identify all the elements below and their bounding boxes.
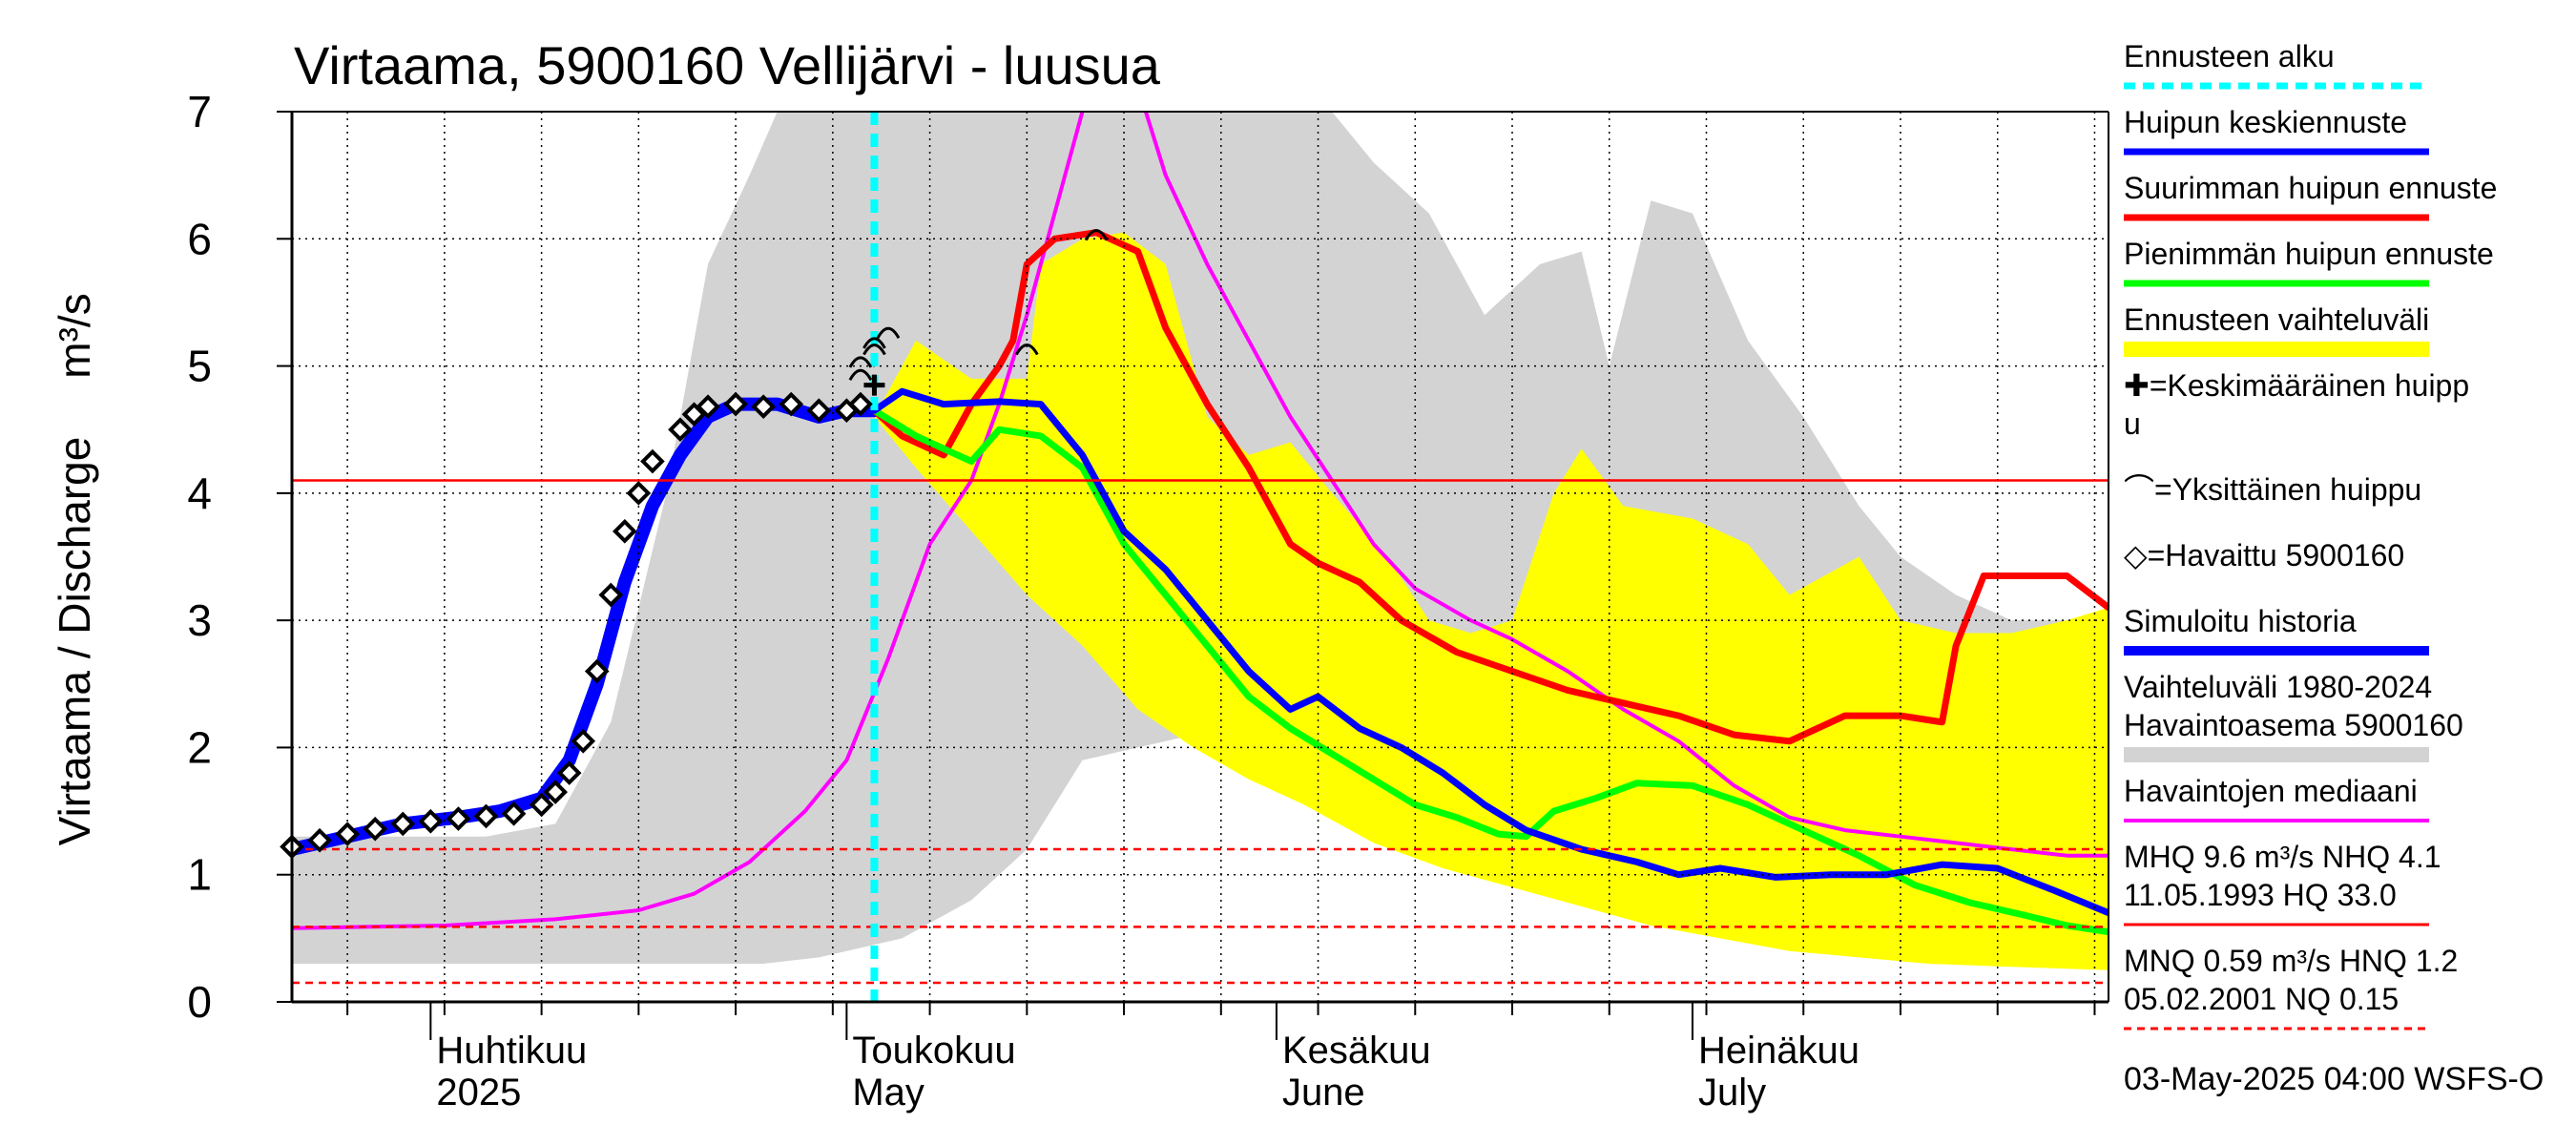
markers xyxy=(280,112,1109,1006)
y-tick-label: 6 xyxy=(187,214,212,263)
individual-peak-marker xyxy=(1084,229,1109,241)
series-huipun-keskiennuste xyxy=(870,387,2109,917)
observed-point xyxy=(640,448,665,474)
series-pienimmän-huipun-ennuste xyxy=(870,406,2109,936)
individual-peak-marker xyxy=(862,344,886,356)
y-tick-label: 3 xyxy=(187,595,212,645)
legend-label: 05.02.2001 NQ 0.15 xyxy=(2124,982,2399,1016)
legend: Ennusteen alku Huipun keskiennuste Suurimm… xyxy=(2124,39,2497,1030)
x-month-sublabel: May xyxy=(852,1072,924,1114)
observed-point xyxy=(363,816,388,842)
reference-lines xyxy=(292,479,2109,985)
observed-point xyxy=(446,806,471,831)
x-month-sublabel: June xyxy=(1282,1072,1365,1114)
grid xyxy=(292,112,2109,1002)
y-tick-label: 5 xyxy=(187,342,212,391)
legend-label: MNQ 0.59 m³/s HNQ 1.2 xyxy=(2124,944,2458,978)
observed-point xyxy=(751,394,776,420)
observed-point xyxy=(806,398,832,424)
y-tick-label: 0 xyxy=(187,977,212,1027)
observed-point xyxy=(556,760,582,785)
x-month-sublabel: July xyxy=(1698,1072,1766,1114)
legend-label: ◇=Havaittu 5900160 xyxy=(2124,538,2404,572)
observed-point xyxy=(848,391,873,417)
legend-label: Suurimman huipun ennuste xyxy=(2124,171,2497,205)
observed-point xyxy=(501,801,527,826)
individual-peak-marker xyxy=(848,368,873,381)
legend-label: ⌒=Yksittäinen huippu xyxy=(2124,472,2421,507)
x-month-label: Huhtikuu xyxy=(436,1030,587,1072)
individual-peak-marker xyxy=(848,356,873,368)
mean-peak-marker xyxy=(863,374,885,396)
y-tick-label: 1 xyxy=(187,850,212,900)
legend-label: Vaihteluväli 1980-2024 xyxy=(2124,670,2432,704)
observed-point xyxy=(418,808,444,834)
y-tick-label: 4 xyxy=(187,468,212,518)
y-axis-unit: m³/s xyxy=(50,293,99,378)
x-month-label: Toukokuu xyxy=(852,1030,1015,1072)
observed-point xyxy=(571,728,596,754)
observed-point xyxy=(626,481,652,506)
legend-label: ✚=Keskimääräinen huipp xyxy=(2124,368,2469,403)
observed-point xyxy=(473,803,499,829)
observed-point xyxy=(335,822,360,846)
legend-label: 11.05.1993 HQ 33.0 xyxy=(2124,878,2397,912)
individual-peak-marker xyxy=(862,337,886,349)
y-axis-label: Virtaama / Discharge xyxy=(50,437,99,846)
legend-label: Havaintojen mediaani xyxy=(2124,774,2418,808)
observed-point xyxy=(668,417,693,443)
observed-point xyxy=(543,780,568,804)
legend-label: Ennusteen vaihteluväli xyxy=(2124,302,2429,337)
observed-point xyxy=(584,658,610,684)
series-suurimman-huipun-ennuste xyxy=(870,229,2109,745)
legend-label: Havaintoasema 5900160 xyxy=(2124,708,2463,742)
individual-peak-marker xyxy=(1015,344,1039,356)
legend-label: u xyxy=(2124,406,2141,441)
observed-point xyxy=(779,391,804,417)
legend-label: Huipun keskiennuste xyxy=(2124,105,2407,139)
axes: 01234567Huhtikuu2025ToukokuuMayKesäkuuJu… xyxy=(187,87,2109,1114)
legend-label: Pienimmän huipun ennuste xyxy=(2124,237,2494,271)
x-month-label: Heinäkuu xyxy=(1698,1030,1859,1072)
observed-point xyxy=(612,519,637,544)
plot-area xyxy=(292,112,2109,970)
chart-title: Virtaama, 5900160 Vellijärvi - luusua xyxy=(294,35,1161,95)
observed-point xyxy=(390,811,416,837)
y-tick-label: 7 xyxy=(187,87,212,136)
legend-label: MHQ 9.6 m³/s NHQ 4.1 xyxy=(2124,840,2441,874)
x-month-label: Kesäkuu xyxy=(1282,1030,1431,1072)
observed-point xyxy=(696,394,720,420)
observed-point xyxy=(529,792,554,818)
observed-point xyxy=(307,827,332,853)
observed-point xyxy=(723,391,748,417)
legend-label: Ennusteen alku xyxy=(2124,39,2335,73)
timestamp-label: 03-May-2025 04:00 WSFS-O xyxy=(2124,1061,2544,1097)
series-havaintojen-mediaani xyxy=(292,112,2109,930)
forecast-range-band xyxy=(874,232,2109,970)
individual-peak-marker xyxy=(876,326,901,340)
observed-point xyxy=(598,582,624,608)
x-month-sublabel: 2025 xyxy=(436,1072,521,1114)
legend-label: Simuloitu historia xyxy=(2124,604,2357,638)
y-tick-label: 2 xyxy=(187,722,212,772)
